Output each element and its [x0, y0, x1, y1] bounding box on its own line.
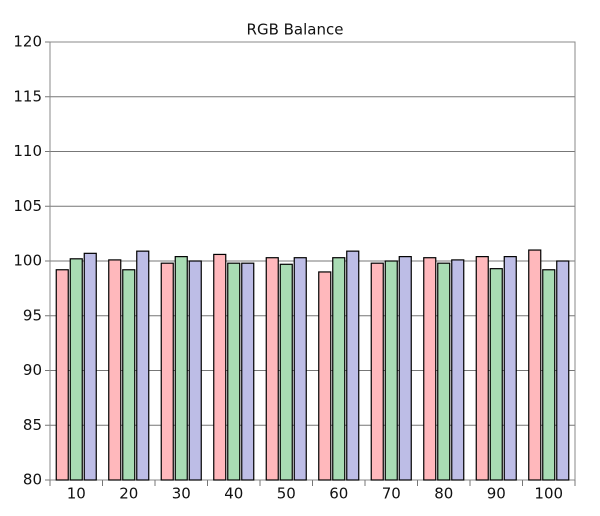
bar	[108, 259, 122, 481]
bar	[370, 262, 384, 481]
bar	[528, 249, 542, 481]
y-tick-label: 95	[23, 306, 42, 324]
bar	[556, 260, 570, 481]
bar	[542, 269, 556, 481]
x-tick-label: 10	[67, 485, 86, 503]
bar	[384, 260, 398, 481]
bar	[227, 262, 241, 481]
x-tick-label: 40	[224, 485, 243, 503]
bar	[293, 257, 307, 481]
bar	[475, 256, 489, 481]
y-tick-label: 105	[13, 197, 42, 215]
x-tick-label: 20	[119, 485, 138, 503]
y-tick-label: 80	[23, 471, 42, 489]
y-tick-label: 115	[13, 87, 42, 105]
bar	[398, 256, 412, 481]
x-tick-label: 50	[277, 485, 296, 503]
x-tick-label: 100	[534, 485, 563, 503]
x-tick-label: 90	[487, 485, 506, 503]
bar	[318, 271, 332, 481]
bar	[346, 250, 360, 481]
y-tick-label: 90	[23, 361, 42, 379]
chart-title: RGB Balance	[247, 21, 344, 39]
bar	[174, 256, 188, 481]
bar	[55, 269, 69, 481]
bar	[122, 269, 136, 481]
y-tick-label: 100	[13, 252, 42, 270]
bar	[279, 263, 293, 481]
bar	[136, 250, 150, 481]
x-tick-label: 30	[172, 485, 191, 503]
bar	[188, 260, 202, 481]
bar	[332, 257, 346, 481]
x-tick-label: 70	[382, 485, 401, 503]
x-tick-label: 80	[434, 485, 453, 503]
y-tick-label: 120	[13, 33, 42, 51]
x-tick-label: 60	[329, 485, 348, 503]
bar	[69, 258, 83, 481]
y-tick-label: 85	[23, 416, 42, 434]
bar	[503, 256, 517, 481]
bar	[423, 257, 437, 481]
bar	[437, 262, 451, 481]
bar	[213, 253, 227, 481]
bar	[241, 262, 255, 481]
bar	[451, 259, 465, 481]
bar	[160, 262, 174, 481]
y-tick-label: 110	[13, 142, 42, 160]
bar	[83, 252, 97, 481]
bar	[489, 268, 503, 481]
bar	[265, 257, 279, 481]
